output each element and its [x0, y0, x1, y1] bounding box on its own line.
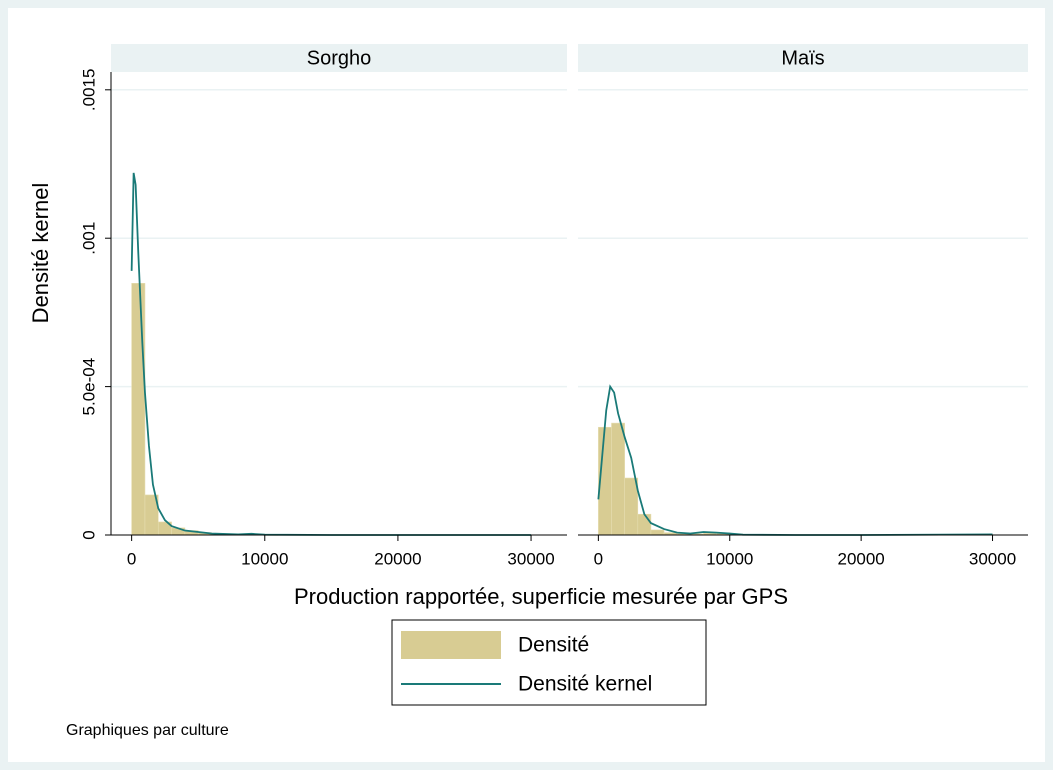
- legend-label: Densité: [518, 634, 589, 657]
- x-tick-label: 20000: [837, 549, 884, 568]
- legend-label: Densité kernel: [518, 673, 652, 696]
- y-tick-label: 0: [79, 530, 98, 539]
- strip: [111, 44, 567, 72]
- strip: [578, 44, 1028, 72]
- x-tick-label: 30000: [969, 549, 1016, 568]
- legend-swatch: [401, 631, 501, 659]
- y-tick-label: .001: [79, 222, 98, 255]
- panel-title: Maïs: [781, 47, 824, 69]
- kernel-line: [597, 384, 993, 536]
- y-tick-label: .0015: [79, 69, 98, 112]
- x-tick-label: 10000: [706, 549, 753, 568]
- x-tick-label: 30000: [507, 549, 554, 568]
- panel-title: Sorgho: [307, 47, 372, 69]
- bar: [637, 513, 652, 536]
- x-tick-label: 20000: [374, 549, 421, 568]
- x-axis-title: Production rapportée, superficie mesurée…: [294, 584, 788, 609]
- x-tick-label: 10000: [241, 549, 288, 568]
- bar: [624, 477, 639, 536]
- bar: [650, 529, 665, 536]
- x-tick-label: 0: [594, 549, 603, 568]
- bar: [131, 283, 146, 536]
- note: Graphiques par culture: [66, 722, 229, 739]
- x-tick-label: 0: [127, 549, 136, 568]
- bar: [611, 422, 625, 536]
- y-tick-label: 5.0e-04: [79, 358, 98, 416]
- y-axis-title: Densité kernel: [28, 183, 53, 324]
